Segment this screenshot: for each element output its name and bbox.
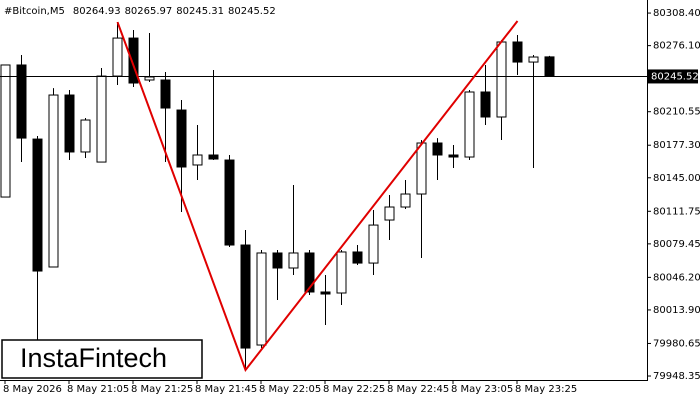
y-tick-label: 80210.55 bbox=[653, 107, 700, 118]
bear-body bbox=[448, 154, 459, 158]
bear-body bbox=[272, 252, 283, 269]
y-tick-label: 80177.30 bbox=[653, 140, 700, 151]
bull-body bbox=[416, 142, 427, 195]
bear-body bbox=[432, 142, 443, 156]
y-tick-label: 80111.75 bbox=[653, 206, 700, 217]
bull-body bbox=[384, 206, 395, 221]
open-value: 80264.93 bbox=[73, 6, 121, 17]
bear-body bbox=[64, 94, 75, 153]
bull-body bbox=[400, 193, 411, 208]
bear-body bbox=[240, 244, 251, 349]
bull-body bbox=[96, 75, 107, 163]
bear-body bbox=[208, 154, 219, 160]
bear-body bbox=[16, 64, 27, 139]
x-tick-label: 8 May 2026 bbox=[3, 384, 62, 395]
bull-body bbox=[368, 224, 379, 264]
y-tick-label: 80308.40 bbox=[653, 8, 700, 19]
low-value: 80245.31 bbox=[176, 6, 224, 17]
price-label-box bbox=[648, 69, 698, 84]
high-value: 80265.97 bbox=[125, 6, 173, 17]
bull-body bbox=[0, 64, 11, 198]
header: #Bitcoin,M5 80264.93 80265.97 80245.31 80245… bbox=[4, 6, 276, 17]
x-tick-label: 8 May 22:45 bbox=[387, 384, 449, 395]
price-label: 80245.52 bbox=[651, 71, 699, 82]
bear-body bbox=[224, 159, 235, 246]
bull-body bbox=[48, 94, 59, 268]
x-tick-label: 8 May 22:25 bbox=[323, 384, 385, 395]
bull-body bbox=[192, 154, 203, 166]
x-tick-label: 8 May 23:25 bbox=[515, 384, 577, 395]
bull-body bbox=[288, 252, 299, 269]
y-tick-label: 80079.45 bbox=[653, 239, 700, 250]
bear-body bbox=[480, 91, 491, 118]
bear-body bbox=[320, 291, 331, 295]
logo-box bbox=[1, 339, 203, 379]
bull-body bbox=[144, 76, 155, 81]
bear-body bbox=[176, 109, 187, 168]
bull-body bbox=[112, 37, 123, 77]
bear-body bbox=[352, 251, 363, 264]
symbol: #Bitcoin,M5 bbox=[4, 6, 65, 17]
bull-body bbox=[496, 41, 507, 118]
logo: InstaFintech bbox=[20, 343, 167, 373]
y-tick-label: 80013.90 bbox=[653, 305, 700, 316]
y-tick-label: 80046.20 bbox=[653, 272, 700, 283]
x-tick-label: 8 May 23:05 bbox=[451, 384, 513, 395]
y-tick-label: 80276.10 bbox=[653, 41, 700, 52]
bear-body bbox=[304, 252, 315, 293]
bull-body bbox=[528, 56, 539, 63]
bull-body bbox=[336, 251, 347, 294]
bear-body bbox=[544, 56, 555, 77]
x-tick-label: 8 May 21:45 bbox=[195, 384, 257, 395]
y-tick-label: 80145.00 bbox=[653, 173, 700, 184]
close-value: 80245.52 bbox=[228, 6, 276, 17]
bull-body bbox=[80, 119, 91, 153]
y-tick-label: 79980.65 bbox=[653, 338, 700, 349]
pattern-line bbox=[116, 20, 519, 373]
x-tick-label: 8 May 22:05 bbox=[259, 384, 321, 395]
bear-body bbox=[128, 37, 139, 84]
x-tick-label: 8 May 21:05 bbox=[67, 384, 129, 395]
bear-body bbox=[32, 138, 43, 272]
y-tick-label: 79948.35 bbox=[653, 371, 700, 382]
bull-body bbox=[464, 91, 475, 158]
bear-body bbox=[160, 79, 171, 109]
bull-body bbox=[256, 252, 267, 346]
bear-body bbox=[512, 41, 523, 63]
x-tick-label: 8 May 21:25 bbox=[131, 384, 193, 395]
